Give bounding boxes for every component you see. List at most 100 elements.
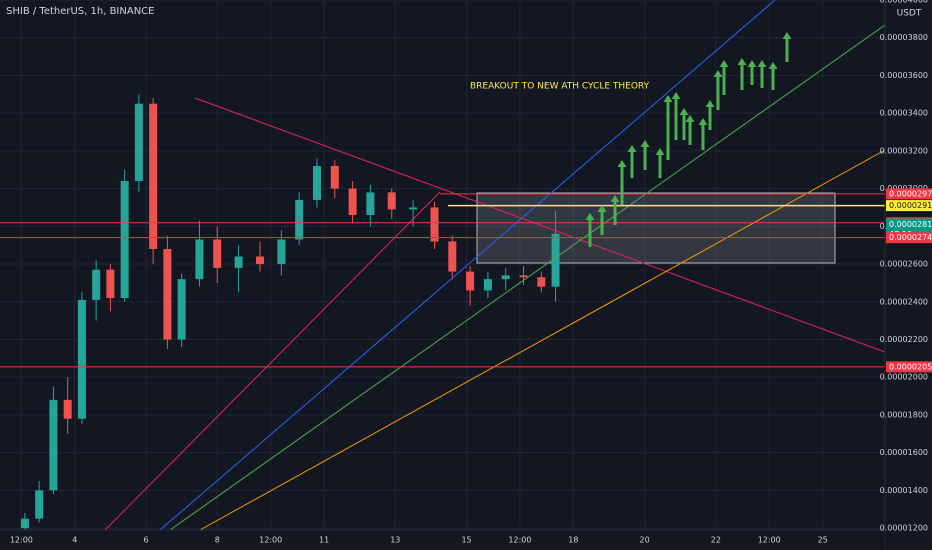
arrow (655, 148, 665, 178)
price-tag (886, 188, 932, 200)
candle-body (348, 188, 357, 216)
currency-label: USDT (897, 9, 922, 19)
candle-body (149, 103, 158, 249)
arrow (617, 160, 627, 205)
candle-body (448, 241, 457, 272)
x-tick-label: 15 (461, 536, 471, 545)
trend-line (194, 97, 886, 353)
x-tick-label: 8 (215, 536, 220, 545)
candle-body (466, 271, 475, 291)
arrow (610, 195, 620, 225)
x-tick-label: 12:00 (259, 536, 282, 545)
candle-body (409, 207, 418, 210)
x-tick-label: 11 (319, 536, 329, 545)
arrow (679, 108, 689, 140)
y-tick-label: 0.00002600 (880, 260, 928, 269)
y-tick-label: 0.00002000 (880, 373, 928, 382)
candle-body (430, 207, 439, 242)
y-tick-label: 0.00001600 (880, 448, 928, 457)
trend-line (104, 191, 441, 531)
candle-body (134, 103, 143, 182)
x-tick-label: 12:00 (10, 536, 33, 545)
y-tick-label: 0.00003400 (880, 109, 928, 118)
arrows (585, 32, 792, 247)
y-tick-label: 0.00002400 (880, 297, 928, 306)
x-tick-label: 25 (818, 536, 828, 545)
candle-body (163, 248, 172, 340)
candle-body (92, 269, 101, 300)
candle-body (551, 233, 560, 287)
candle-body (77, 299, 86, 419)
candle-body (501, 275, 510, 280)
y-tick-label: 0.00001200 (880, 524, 928, 533)
y-tick-label: 0.00003800 (880, 33, 928, 42)
x-tick-label: 6 (143, 536, 148, 545)
candle-body (63, 399, 72, 419)
arrow (685, 115, 695, 145)
candle-body (35, 490, 44, 519)
chart-title: SHIB / TetherUS, 1h, BINANCE (6, 6, 154, 17)
price-tag (886, 361, 932, 373)
trend-lines (104, 0, 886, 531)
price-tag-label: 0.00002055 (889, 362, 932, 371)
x-tick-label: 13 (390, 536, 400, 545)
candle-body (483, 279, 492, 291)
arrow (671, 92, 681, 140)
arrow (663, 95, 673, 160)
arrow (747, 60, 757, 85)
price-tag (886, 232, 932, 244)
candle-body (312, 165, 321, 200)
time-axis (0, 530, 885, 550)
arrow (585, 213, 595, 247)
arrow (705, 100, 715, 130)
arrow (597, 205, 607, 235)
candle-body (537, 277, 546, 287)
price-axis (885, 0, 932, 550)
arrow (627, 145, 637, 178)
candle-body (20, 518, 29, 529)
trend-line (169, 24, 886, 531)
y-tick-label: 0.00004000 (880, 0, 928, 5)
candles (20, 94, 560, 530)
zone-box (476, 192, 836, 264)
x-tick-label: 18 (568, 536, 578, 545)
y-tick-label: 0.00001400 (880, 486, 928, 495)
candle-body (387, 192, 396, 210)
arrow (782, 32, 792, 62)
candle-body (295, 199, 304, 240)
x-tick-label: 12:00 (758, 536, 781, 545)
x-tick-label: 20 (640, 536, 650, 545)
candle-body (255, 256, 264, 265)
y-tick-label: 0.00003600 (880, 71, 928, 80)
arrow (768, 62, 778, 90)
arrow (757, 60, 767, 88)
candle-body (177, 279, 186, 340)
x-tick-label: 4 (72, 536, 77, 545)
x-tick-label: 22 (711, 536, 721, 545)
price-tag (886, 200, 932, 212)
y-tick-label: 0.00002200 (880, 335, 928, 344)
candle-body (234, 256, 243, 268)
arrow (719, 60, 729, 95)
candle-body (330, 165, 339, 189)
arrow (640, 140, 650, 170)
axes: 0.00001200 0.00001400 0.00001600 0.00001800… (10, 0, 932, 545)
x-tick-label: 12:00 (508, 536, 531, 545)
arrow (698, 118, 708, 150)
candle-body (106, 269, 115, 299)
trend-line (159, 0, 776, 531)
candle-body (49, 399, 58, 491)
arrow (737, 58, 747, 90)
trend-line (199, 149, 886, 531)
levels (0, 193, 885, 368)
y-tick-label: 0.00001800 (880, 410, 928, 419)
price-tag-label: 0.00002972 (889, 189, 932, 198)
annotation: BREAKOUT TO NEW ATH CYCLE THEORY (470, 82, 650, 92)
arrow (713, 70, 723, 110)
